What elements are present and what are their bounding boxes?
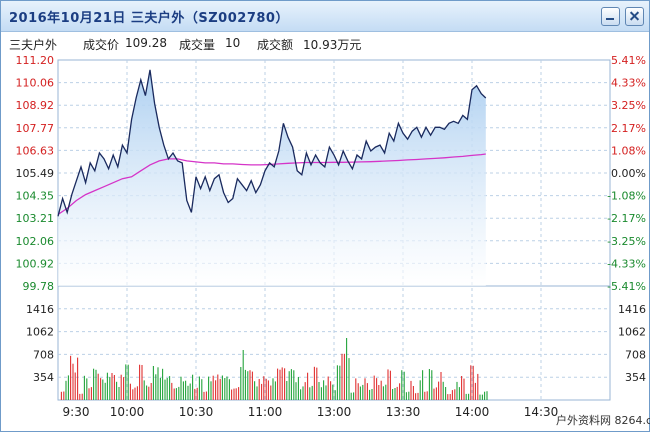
- volume-value: 10: [225, 36, 241, 50]
- time-tick-label: 9:30: [63, 405, 90, 419]
- percent-tick-label: 3.25%: [611, 99, 646, 112]
- volume-tick-label: 354: [33, 371, 54, 384]
- percent-tick-label: -3.25%: [607, 235, 646, 248]
- price-tick-label: 102.06: [16, 235, 55, 248]
- price-tick-label: 110.06: [16, 77, 55, 90]
- percent-tick-label: -2.17%: [607, 212, 646, 225]
- price-area: [58, 69, 486, 287]
- left-axis-ticks: 111.20 110.06 108.92 107.77 106.63 105.49 104.…: [16, 54, 55, 293]
- percent-tick-label: 1.08%: [611, 144, 646, 157]
- percent-tick-label: -4.33%: [607, 257, 646, 270]
- price-value: 109.28: [125, 36, 167, 50]
- price-tick-label: 105.49: [16, 167, 55, 180]
- percent-tick-label: -1.08%: [607, 190, 646, 203]
- time-tick-label: 14:00: [455, 405, 490, 419]
- time-tick-label: 11:00: [248, 405, 283, 419]
- percent-tick-label: 4.33%: [611, 77, 646, 90]
- time-tick-label: 13:30: [386, 405, 421, 419]
- volume-tick-label: 708: [625, 348, 646, 361]
- title-bar: 2016年10月21日 三夫户外（SZ002780）: [1, 1, 649, 32]
- x-axis-ticks: 9:30 10:00 10:30 11:00 13:00 13:30 14:00 14:30: [63, 405, 559, 419]
- minimize-icon[interactable]: [601, 7, 620, 26]
- volume-tick-label: 354: [625, 371, 646, 384]
- watermark: 户外资料网 8264.com: [556, 414, 650, 427]
- amount-label: 成交额: [257, 38, 294, 52]
- volume-bars: [60, 338, 488, 400]
- info-bar: 三夫户外 成交价 109.28 成交量 10 成交额 10.93万元: [1, 32, 649, 54]
- right-axis-ticks: 5.41% 4.33% 3.25% 2.17% 1.08% 0.00% -1.08% -2.1…: [607, 54, 646, 293]
- price-tick-label: 103.21: [16, 212, 55, 225]
- window-title: 2016年10月21日 三夫户外（SZ002780）: [9, 11, 289, 26]
- price-tick-label: 111.20: [16, 54, 55, 67]
- time-tick-label: 10:30: [179, 405, 214, 419]
- price-label: 成交价: [83, 38, 120, 52]
- volume-tick-label: 1062: [26, 326, 54, 339]
- volume-label: 成交量: [179, 38, 216, 52]
- percent-tick-label: -5.41%: [607, 280, 646, 293]
- price-tick-label: 107.77: [16, 122, 55, 135]
- close-icon[interactable]: [625, 7, 644, 26]
- price-line: [57, 69, 487, 217]
- volume-axis-ticks: 1416 1416 1062 1062 708 708 354 354: [26, 303, 646, 384]
- amount-value: 10.93万元: [303, 38, 362, 52]
- percent-tick-label: 5.41%: [611, 54, 646, 67]
- stock-name: 三夫户外: [9, 38, 58, 52]
- price-tick-label: 100.92: [16, 257, 55, 270]
- price-tick-label: 104.35: [16, 190, 55, 203]
- time-tick-label: 14:30: [524, 405, 559, 419]
- percent-tick-label: 0.00%: [611, 167, 646, 180]
- price-tick-label: 108.92: [16, 99, 55, 112]
- percent-tick-label: 2.17%: [611, 122, 646, 135]
- price-tick-label: 99.78: [23, 280, 55, 293]
- volume-tick-label: 708: [33, 348, 54, 361]
- time-tick-label: 13:00: [317, 405, 352, 419]
- average-price-line: [57, 153, 486, 215]
- volume-tick-label: 1416: [26, 303, 54, 316]
- price-tick-label: 106.63: [16, 144, 55, 157]
- volume-tick-label: 1062: [618, 326, 646, 339]
- time-tick-label: 10:00: [110, 405, 145, 419]
- volume-tick-label: 1416: [618, 303, 646, 316]
